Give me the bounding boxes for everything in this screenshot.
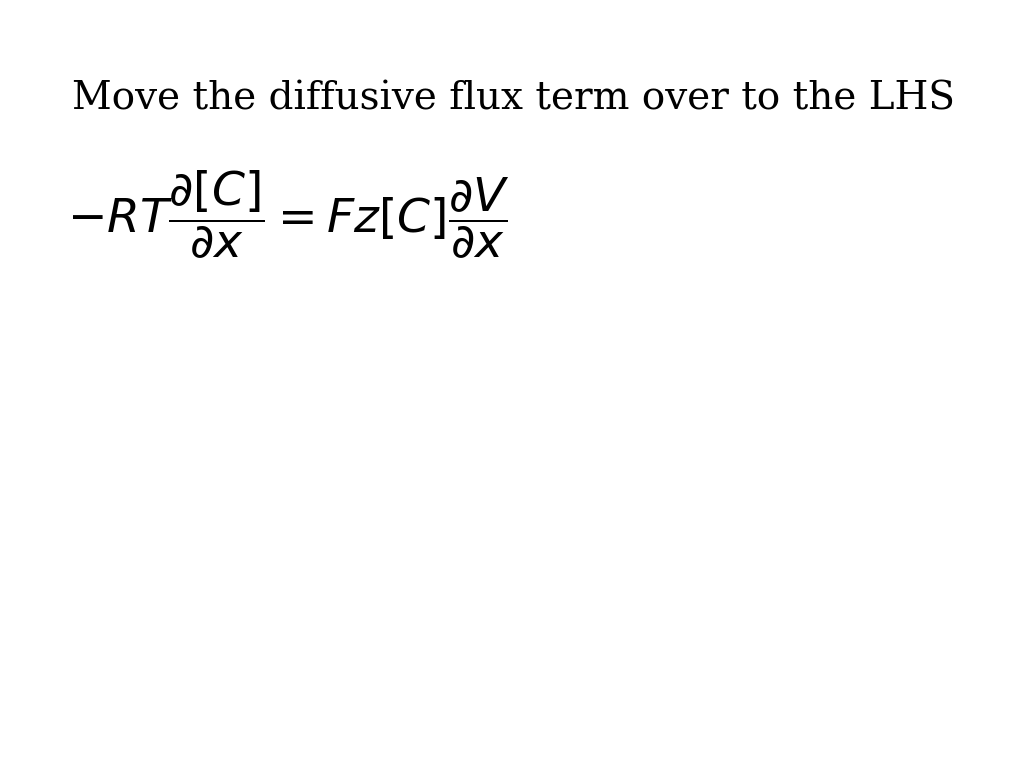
Text: Move the diffusive flux term over to the LHS: Move the diffusive flux term over to the… <box>72 81 954 118</box>
Text: $\mathit{-RT} \dfrac{\partial [C]}{\partial x} =Fz[C] \dfrac{\partial V}{\partia: $\mathit{-RT} \dfrac{\partial [C]}{\part… <box>67 169 509 261</box>
